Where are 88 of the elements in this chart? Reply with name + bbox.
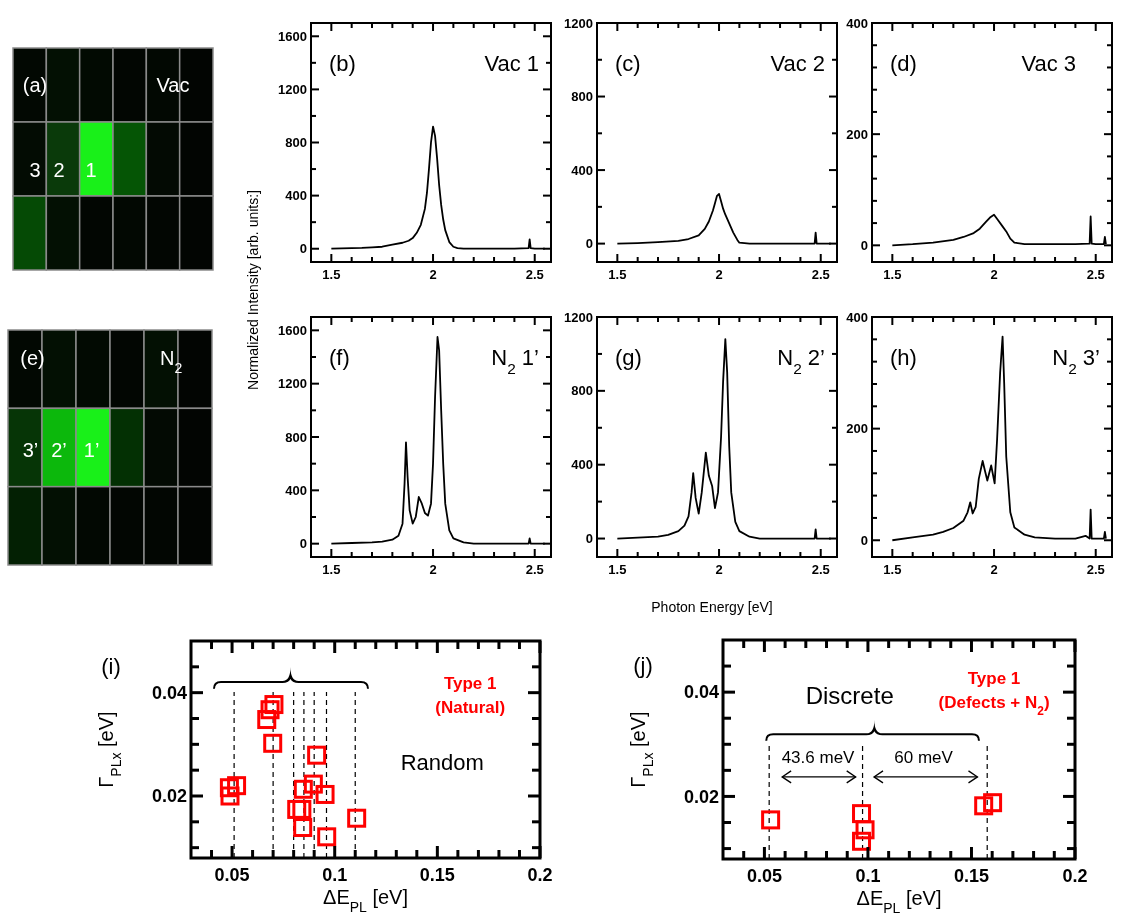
x-tick-label: 2 bbox=[429, 267, 437, 282]
y-tick-label: 1200 bbox=[564, 309, 593, 325]
y-tick-label: 0.04 bbox=[151, 682, 187, 703]
text: (g) bbox=[615, 345, 642, 370]
x-axis-title: ΔE$_{PL}$ [eV] bbox=[323, 886, 408, 915]
y-tick-label: 1600 bbox=[278, 322, 307, 338]
y-tick-label: 0 bbox=[299, 241, 307, 257]
y-tick-label: 1200 bbox=[278, 81, 307, 97]
x-tick-label: 0.2 bbox=[1062, 866, 1088, 886]
y-tick-label: 400 bbox=[285, 188, 307, 204]
y-axis-title: Normalized Intensity [arb. units:] bbox=[245, 190, 261, 390]
y-tick-label: 800 bbox=[571, 383, 593, 399]
annotation: Discrete bbox=[805, 681, 894, 709]
y-tick-label: 400 bbox=[846, 15, 868, 31]
annotation: 43.6 meV bbox=[781, 747, 856, 767]
y-tick-label: 0 bbox=[585, 531, 593, 547]
y-tick-label: 0 bbox=[585, 236, 593, 252]
text: (h) bbox=[890, 345, 917, 370]
x-tick-label: 0.05 bbox=[746, 866, 782, 886]
x-tick-label: 1.5 bbox=[322, 562, 341, 577]
annotation: 60 meV bbox=[894, 747, 954, 767]
text: (i) bbox=[101, 654, 121, 679]
text: (b) bbox=[329, 50, 356, 76]
annotation: Vac 3 bbox=[1021, 50, 1076, 76]
annotation: N$_{2}$ 1’ bbox=[491, 345, 539, 377]
x-tick-label: 2 bbox=[715, 562, 723, 577]
y-tick-label: 1600 bbox=[278, 28, 307, 44]
x-tick-label: 0.1 bbox=[855, 866, 881, 886]
y-tick-label: 200 bbox=[846, 126, 868, 142]
text: 3 bbox=[29, 158, 41, 181]
x-axis-title: ΔE$_{PL}$ [eV] bbox=[856, 887, 942, 916]
text: Type 1 (Defects + N$_{2}$) bbox=[938, 668, 1050, 718]
y-tick-label: 0.02 bbox=[151, 786, 187, 807]
x-tick-label: 2.5 bbox=[811, 562, 830, 577]
x-tick-label: 2 bbox=[715, 267, 723, 282]
y-tick-label: 400 bbox=[846, 309, 868, 325]
text: 3’ bbox=[22, 438, 39, 461]
y-tick-label: 0 bbox=[860, 237, 868, 253]
x-tick-label: 2 bbox=[429, 562, 437, 577]
annotation: Random bbox=[400, 750, 484, 776]
y-tick-label: 0 bbox=[860, 532, 868, 548]
text: 2’ bbox=[51, 438, 67, 461]
text: 1’ bbox=[83, 438, 100, 461]
annotation: Vac 1 bbox=[484, 50, 539, 76]
text: (j) bbox=[633, 653, 653, 678]
x-tick-label: 0.15 bbox=[953, 866, 989, 886]
text: 1 bbox=[85, 158, 97, 181]
x-tick-label: 1.5 bbox=[608, 267, 627, 282]
annotation: N$_{2}$ 3’ bbox=[1052, 345, 1100, 377]
x-tick-label: 1.5 bbox=[883, 562, 902, 577]
x-tick-label: 2 bbox=[990, 562, 998, 577]
y-tick-label: 400 bbox=[285, 482, 307, 498]
annotation: N$_{2}$ 2’ bbox=[777, 345, 825, 377]
y-tick-label: 0.02 bbox=[683, 786, 719, 807]
text: Type 1 (Natural) bbox=[435, 673, 506, 717]
x-tick-label: 2.5 bbox=[525, 267, 544, 282]
text: (e) bbox=[20, 347, 45, 370]
text: Vac bbox=[156, 74, 190, 97]
y-tick-label: 400 bbox=[571, 162, 593, 178]
x-tick-label: 2.5 bbox=[1086, 267, 1105, 282]
y-tick-label: 800 bbox=[285, 135, 307, 151]
annotation: Vac 2 bbox=[770, 50, 825, 76]
x-tick-label: 1.5 bbox=[322, 267, 341, 282]
y-tick-label: 800 bbox=[571, 89, 593, 105]
x-tick-label: 2 bbox=[990, 267, 998, 282]
text: (c) bbox=[615, 50, 641, 76]
text: (f) bbox=[329, 345, 350, 370]
x-axis-title: Photon Energy [eV] bbox=[651, 599, 773, 615]
x-tick-label: 0.1 bbox=[322, 865, 348, 885]
text: (a) bbox=[22, 74, 48, 97]
text: 2 bbox=[53, 158, 65, 181]
x-tick-label: 2.5 bbox=[1086, 562, 1105, 577]
x-tick-label: 0.15 bbox=[419, 865, 455, 885]
y-tick-label: 1200 bbox=[564, 15, 593, 31]
x-tick-label: 1.5 bbox=[608, 562, 627, 577]
text: N$_{2}$ bbox=[160, 347, 183, 377]
y-tick-label: 0.04 bbox=[683, 682, 719, 703]
y-tick-label: 200 bbox=[846, 421, 868, 437]
y-tick-label: 800 bbox=[285, 429, 307, 445]
x-tick-label: 1.5 bbox=[883, 267, 902, 282]
x-tick-label: 2.5 bbox=[811, 267, 830, 282]
x-tick-label: 0.05 bbox=[214, 865, 250, 885]
y-tick-label: 0 bbox=[299, 536, 307, 552]
y-tick-label: 1200 bbox=[278, 376, 307, 392]
x-tick-label: 0.2 bbox=[527, 865, 553, 885]
x-tick-label: 2.5 bbox=[525, 562, 544, 577]
y-tick-label: 400 bbox=[571, 457, 593, 473]
text: (d) bbox=[890, 50, 917, 76]
